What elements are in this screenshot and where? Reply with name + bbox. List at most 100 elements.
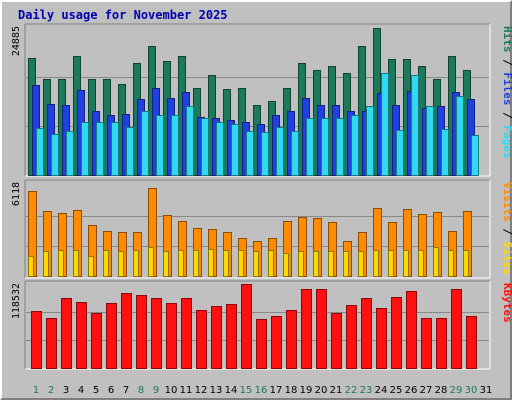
bar-pages-day-29 [456,96,464,176]
bar-sites-day-29 [448,250,454,277]
day-label-4: 4 [78,385,84,396]
legend-pages: Pages [501,125,512,158]
bar-sites-day-20 [313,251,319,277]
bar-pages-day-30 [471,135,479,176]
panel-visits-sites-legend: Visits / Sites [501,182,512,275]
bar-sites-day-28 [433,247,439,277]
bar-sites-day-15 [238,250,244,277]
day-label-20: 20 [315,385,328,396]
bar-kbytes-day-1 [31,311,42,369]
bar-sites-day-6 [103,250,109,277]
panel-hits-files-pages-legend: Hits / Files / Pages [501,26,512,159]
panel-kbytes-legend: KBytes [501,283,512,323]
day-label-24: 24 [375,385,388,396]
day-label-19: 19 [300,385,313,396]
bar-kbytes-day-15 [241,284,252,369]
bar-kbytes-day-28 [436,318,447,369]
bar-pages-day-24 [381,73,389,176]
bar-pages-day-13 [216,122,224,176]
day-label-7: 7 [123,385,129,396]
day-label-12: 12 [195,385,208,396]
bar-kbytes-day-6 [106,303,117,369]
bar-pages-day-5 [96,122,104,176]
day-label-6: 6 [108,385,114,396]
bar-kbytes-day-25 [391,297,402,369]
bar-pages-day-25 [396,130,404,176]
day-label-3: 3 [63,385,69,396]
day-label-1: 1 [33,385,39,396]
panel-kbytes-ymax-label: 118532 [11,283,22,319]
bar-sites-day-10 [163,251,169,277]
day-label-2: 2 [48,385,54,396]
day-label-9: 9 [153,385,159,396]
bar-pages-day-10 [171,115,179,176]
bar-sites-day-3 [58,250,64,277]
day-label-8: 8 [138,385,144,396]
bar-kbytes-day-7 [121,293,132,369]
bar-kbytes-day-4 [76,302,87,369]
bar-sites-day-23 [358,251,364,277]
bar-kbytes-day-18 [286,310,297,369]
legend-separator: / [501,106,512,126]
bar-kbytes-day-5 [91,313,102,369]
bar-kbytes-day-17 [271,316,282,369]
bar-pages-day-27 [426,106,434,176]
bar-kbytes-day-10 [166,303,177,369]
bar-kbytes-day-2 [46,318,57,369]
legend-separator: / [501,53,512,73]
day-label-31: 31 [480,385,493,396]
bar-pages-day-8 [141,111,149,176]
day-label-16: 16 [255,385,268,396]
bar-pages-day-18 [291,131,299,176]
day-label-11: 11 [180,385,193,396]
bar-pages-day-9 [156,115,164,176]
chart-title: Daily usage for November 2025 [18,8,228,22]
bar-sites-day-24 [373,250,379,277]
bar-pages-day-21 [336,118,344,176]
legend-visits: Visits [501,182,512,222]
day-label-26: 26 [405,385,418,396]
day-label-17: 17 [270,385,283,396]
day-label-14: 14 [225,385,238,396]
bar-sites-day-19 [298,251,304,277]
day-label-5: 5 [93,385,99,396]
bar-kbytes-day-30 [466,316,477,369]
bar-pages-day-15 [246,131,254,176]
day-label-13: 13 [210,385,223,396]
day-label-10: 10 [165,385,178,396]
day-label-25: 25 [390,385,403,396]
legend-separator: / [501,222,512,242]
bar-pages-day-4 [81,122,89,176]
panel-visits-sites-ymax-label: 6118 [11,182,22,206]
bar-sites-day-13 [208,249,214,277]
bar-kbytes-day-22 [346,305,357,369]
bar-kbytes-day-20 [316,289,327,369]
bar-pages-day-11 [186,106,194,176]
bar-kbytes-day-21 [331,313,342,369]
panel-hits-files-pages-ymax-label: 24885 [11,26,22,56]
legend-hits: Hits [501,26,512,53]
bar-kbytes-day-9 [151,298,162,369]
bar-pages-day-26 [411,75,419,176]
day-label-29: 29 [450,385,463,396]
bar-sites-day-26 [403,250,409,277]
day-label-18: 18 [285,385,298,396]
bar-sites-day-18 [283,253,289,277]
bar-kbytes-day-19 [301,289,312,369]
bar-kbytes-day-27 [421,318,432,369]
bar-sites-day-21 [328,251,334,277]
bar-sites-day-12 [193,250,199,277]
day-label-28: 28 [435,385,448,396]
bar-pages-day-19 [306,118,314,176]
day-label-15: 15 [240,385,253,396]
bar-sites-day-11 [178,250,184,277]
bar-kbytes-day-3 [61,298,72,369]
bar-kbytes-day-23 [361,298,372,369]
bar-pages-day-3 [66,131,74,176]
bar-sites-day-14 [223,250,229,277]
bar-pages-day-17 [276,127,284,176]
bar-pages-day-23 [366,106,374,176]
bar-pages-day-2 [51,134,59,176]
bar-sites-day-7 [118,251,124,277]
bar-kbytes-day-14 [226,304,237,369]
